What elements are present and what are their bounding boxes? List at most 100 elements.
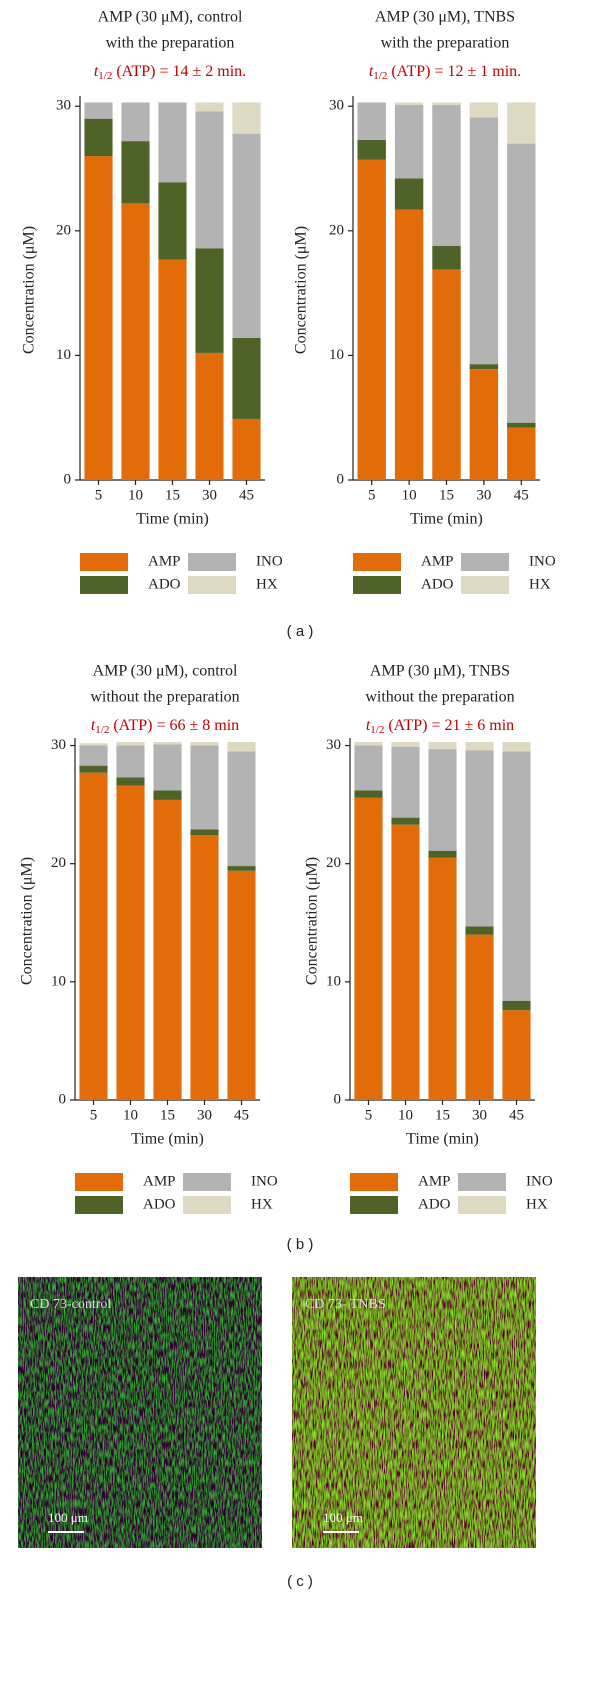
bar-segment (79, 765, 108, 773)
bar-segment (158, 259, 187, 480)
legend-swatch (188, 576, 236, 594)
annotation: t1/2 (ATP) = 12 ± 1 min. (369, 63, 521, 82)
legend-swatch (353, 576, 401, 594)
bar-segment (465, 926, 494, 935)
bar-segment (432, 245, 461, 270)
bar-segment (469, 369, 499, 480)
bar-segment (84, 102, 113, 119)
bar-segment (502, 751, 531, 1001)
legend-swatch (461, 553, 509, 571)
bar-segment (391, 824, 420, 1100)
legend-swatch (458, 1196, 506, 1214)
x-axis-label: Time (min) (136, 511, 209, 528)
annotation-subscript: 1/2 (98, 70, 112, 82)
scale-bar-label: 100 μm (323, 1510, 363, 1525)
bar-segment (428, 749, 457, 851)
y-tick-label: 30 (56, 98, 71, 114)
annotation-subscript: 1/2 (373, 70, 387, 82)
legend-label: AMP (421, 553, 454, 569)
x-tick-label: 15 (160, 1107, 175, 1123)
bar-segment (153, 744, 182, 791)
legend-label: AMP (148, 553, 181, 569)
bar-segment (394, 102, 424, 105)
y-tick-label: 20 (51, 855, 66, 871)
chart-title: AMP (30 μM), TNBS (375, 9, 515, 26)
bar-segment (354, 742, 383, 746)
bar-segment (507, 102, 536, 144)
bar-segment (158, 102, 187, 183)
bar-segment (507, 422, 536, 428)
bar-segment (121, 203, 150, 480)
y-tick-label: 0 (334, 1091, 342, 1107)
bar-segment (394, 104, 424, 179)
legend-swatch (461, 576, 509, 594)
annotation-symbol: t (369, 63, 374, 80)
bar-segment (116, 785, 145, 1100)
bar-segment (502, 1010, 531, 1100)
annotation-subscript: 1/2 (370, 724, 384, 736)
legend-swatch (350, 1173, 398, 1191)
image-label: CD 73-control (30, 1297, 111, 1312)
y-tick-label: 10 (51, 973, 66, 989)
x-tick-label: 10 (128, 487, 143, 503)
bar-segment (507, 427, 536, 480)
legend-label: INO (529, 553, 556, 569)
bar-segment (357, 159, 386, 480)
x-tick-label: 10 (123, 1107, 138, 1123)
bar-segment (469, 364, 499, 370)
legend-swatch (183, 1196, 231, 1214)
panel-label: ( c ) (287, 1573, 313, 1590)
legend-label: ADO (143, 1196, 176, 1212)
scale-bar-label: 100 μm (48, 1510, 88, 1525)
annotation: t1/2 (ATP) = 21 ± 6 min (366, 717, 514, 736)
bar-segment (190, 829, 219, 836)
legend-label: HX (529, 576, 551, 592)
image-label: CD 73- TNBS (305, 1297, 386, 1312)
bar-segment (190, 835, 219, 1100)
legend-swatch (80, 553, 128, 571)
bar-segment (121, 141, 150, 204)
annotation-text: (ATP) = 66 ± 8 min (113, 717, 239, 734)
bar-segment (428, 857, 457, 1100)
bar-segment (153, 799, 182, 1100)
x-axis-label: Time (min) (131, 1131, 204, 1148)
chart-title: without the preparation (365, 689, 514, 706)
legend-swatch (350, 1196, 398, 1214)
y-tick-label: 30 (326, 737, 341, 753)
x-tick-label: 45 (234, 1107, 249, 1123)
legend-label: HX (526, 1196, 548, 1212)
bar-segment (465, 750, 494, 927)
y-axis-label: Concentration (μM) (21, 226, 38, 354)
legend-swatch (75, 1173, 123, 1191)
annotation-symbol: t (94, 63, 99, 80)
bar-segment (116, 742, 145, 746)
chart-title: with the preparation (106, 35, 235, 52)
x-tick-label: 45 (509, 1107, 524, 1123)
legend-swatch (183, 1173, 231, 1191)
bar-segment (195, 352, 224, 480)
bar-segment (354, 797, 383, 1100)
y-axis-label: Concentration (μM) (19, 857, 36, 985)
annotation-text: (ATP) = 14 ± 2 min. (116, 63, 246, 80)
y-tick-label: 10 (326, 973, 341, 989)
bar-segment (502, 742, 531, 752)
bar-segment (195, 111, 224, 249)
bar-segment (357, 139, 386, 160)
bar-segment (195, 102, 224, 112)
bar-segment (432, 269, 461, 480)
bar-segment (232, 102, 261, 134)
bar-segment (394, 209, 424, 480)
annotation-subscript: 1/2 (95, 724, 109, 736)
annotation-text: (ATP) = 21 ± 6 min (388, 717, 514, 734)
legend-label: ADO (421, 576, 454, 592)
x-tick-label: 30 (476, 487, 491, 503)
bar-segment (153, 742, 182, 745)
legend-label: AMP (418, 1173, 451, 1189)
bar-segment (84, 118, 113, 157)
annotation-symbol: t (91, 717, 96, 734)
bar-segment (227, 866, 256, 871)
bar-segment (195, 248, 224, 353)
bar-segment (79, 745, 108, 766)
y-tick-label: 0 (337, 471, 345, 487)
